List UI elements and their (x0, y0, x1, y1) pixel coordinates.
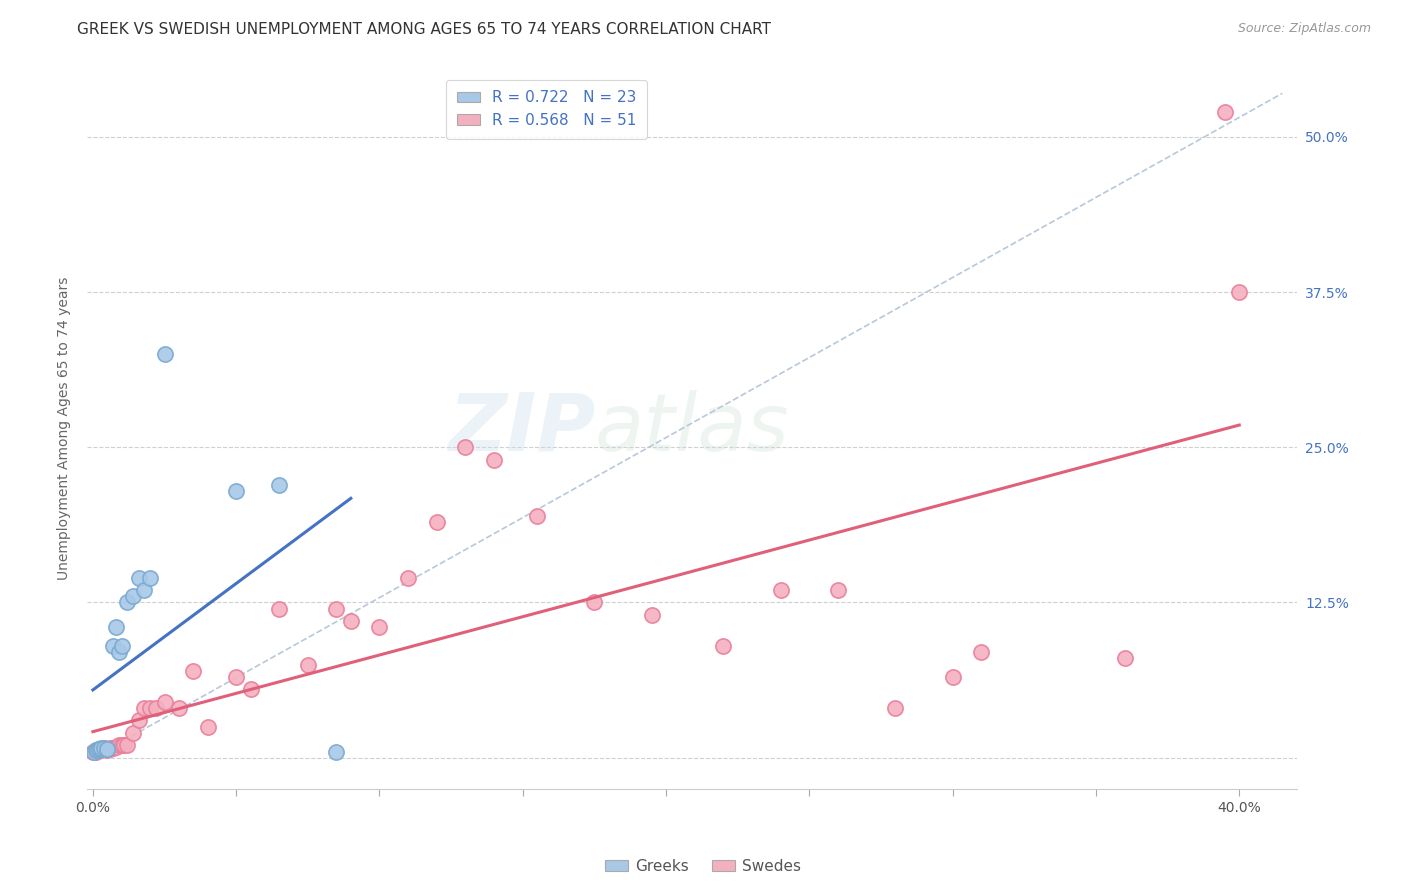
Point (110, 739, 132, 753)
Point (269, 477, 291, 491)
Point (970, 645, 993, 659)
Point (84, 743, 107, 757)
Point (426, 515, 449, 529)
Point (98, 742, 121, 756)
Point (90, 740, 112, 755)
Point (96, 743, 118, 757)
Point (104, 620, 127, 634)
Point (1213, 105, 1236, 120)
Point (87, 742, 110, 756)
Point (145, 701, 167, 715)
Point (153, 347, 176, 361)
Point (641, 607, 664, 622)
Point (117, 739, 139, 753)
Text: GREEK VS SWEDISH UNEMPLOYMENT AMONG AGES 65 TO 74 YEARS CORRELATION CHART: GREEK VS SWEDISH UNEMPLOYMENT AMONG AGES… (77, 22, 772, 37)
Y-axis label: Unemployment Among Ages 65 to 74 years: Unemployment Among Ages 65 to 74 years (58, 277, 72, 581)
Legend: Greeks, Swedes: Greeks, Swedes (599, 853, 807, 880)
Text: Source: ZipAtlas.com: Source: ZipAtlas.com (1237, 22, 1371, 36)
Point (107, 645, 129, 659)
Point (827, 583, 849, 598)
Point (90, 743, 112, 757)
Point (107, 739, 129, 753)
Point (396, 571, 419, 585)
Point (93, 742, 115, 756)
Point (110, 639, 132, 653)
Point (482, 452, 505, 467)
Point (325, 744, 347, 758)
Point (139, 701, 162, 715)
Point (93, 740, 115, 755)
Point (181, 664, 204, 678)
Text: ZIP: ZIP (447, 390, 595, 467)
Point (84, 744, 107, 758)
Point (84, 743, 107, 757)
Point (340, 614, 363, 628)
Text: atlas: atlas (595, 390, 790, 467)
Point (128, 714, 150, 728)
Point (104, 739, 127, 754)
Point (454, 440, 477, 454)
Point (153, 695, 176, 709)
Point (225, 670, 247, 684)
Point (96, 742, 118, 756)
Point (101, 740, 124, 755)
Point (526, 508, 548, 523)
Point (368, 620, 391, 634)
Point (96, 742, 118, 756)
Point (83, 744, 105, 758)
Point (769, 583, 792, 598)
Point (942, 670, 965, 684)
Point (87, 742, 110, 756)
Point (197, 720, 219, 734)
Point (96, 742, 118, 756)
Point (82, 744, 104, 758)
Point (93, 740, 115, 755)
Point (87, 742, 110, 756)
Point (90, 742, 112, 756)
Legend: R = 0.722   N = 23, R = 0.568   N = 51: R = 0.722 N = 23, R = 0.568 N = 51 (446, 79, 647, 139)
Point (122, 726, 145, 740)
Point (139, 571, 162, 585)
Point (90, 742, 112, 756)
Point (98, 740, 121, 755)
Point (101, 639, 124, 653)
Point (87, 743, 110, 757)
Point (112, 739, 135, 753)
Point (884, 701, 907, 715)
Point (167, 701, 190, 715)
Point (1227, 285, 1250, 299)
Point (1114, 651, 1136, 665)
Point (583, 595, 606, 609)
Point (122, 589, 145, 603)
Point (134, 583, 156, 598)
Point (713, 639, 735, 653)
Point (128, 571, 150, 585)
Point (86, 743, 108, 757)
Point (134, 701, 156, 715)
Point (225, 483, 247, 498)
Point (117, 595, 139, 609)
Point (325, 601, 347, 615)
Point (297, 657, 319, 672)
Point (239, 682, 262, 697)
Point (269, 601, 291, 615)
